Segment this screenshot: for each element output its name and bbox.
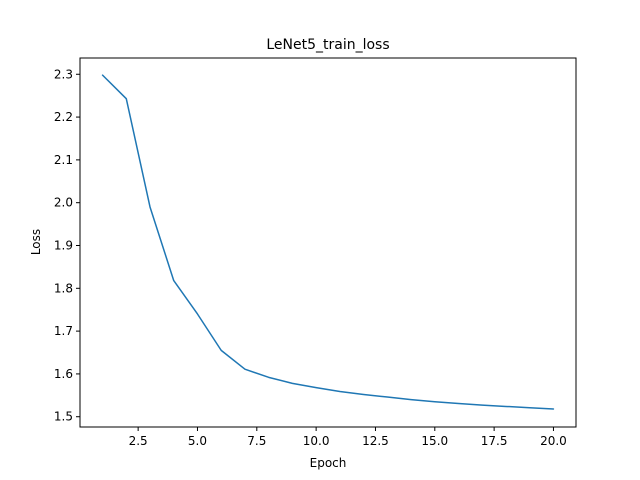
series-line <box>101 74 555 410</box>
x-tick-label: 5.0 <box>188 434 207 448</box>
x-tick-label: 10.0 <box>303 434 330 448</box>
chart-title: LeNet5_train_loss <box>266 37 389 53</box>
y-tick-label: 1.8 <box>54 281 73 295</box>
y-tick-label: 1.7 <box>54 324 73 338</box>
y-tick-label: 2.0 <box>54 196 73 210</box>
x-tick-label: 2.5 <box>129 434 148 448</box>
x-tick-label: 15.0 <box>421 434 448 448</box>
y-tick-label: 1.5 <box>54 410 73 424</box>
x-tick-label: 7.5 <box>247 434 266 448</box>
series-layer <box>101 74 555 410</box>
y-axis-label: Loss <box>29 229 43 255</box>
y-tick-label: 1.6 <box>54 367 73 381</box>
x-axis-ticks: 2.5 5.0 7.5 10.0 12.5 15.0 17.5 20.0 <box>129 427 567 448</box>
x-tick-label: 17.5 <box>481 434 508 448</box>
x-tick-label: 12.5 <box>362 434 389 448</box>
y-axis-ticks: 1.5 1.6 1.7 1.8 1.9 2.0 2.1 2.2 2.3 <box>54 67 80 424</box>
plot-frame <box>79 57 577 428</box>
y-tick-label: 1.9 <box>54 238 73 252</box>
y-tick-label: 2.3 <box>54 67 73 81</box>
x-tick-label: 20.0 <box>540 434 567 448</box>
x-axis-label: Epoch <box>310 456 347 470</box>
y-tick-label: 2.2 <box>54 110 73 124</box>
y-tick-label: 2.1 <box>54 153 73 167</box>
